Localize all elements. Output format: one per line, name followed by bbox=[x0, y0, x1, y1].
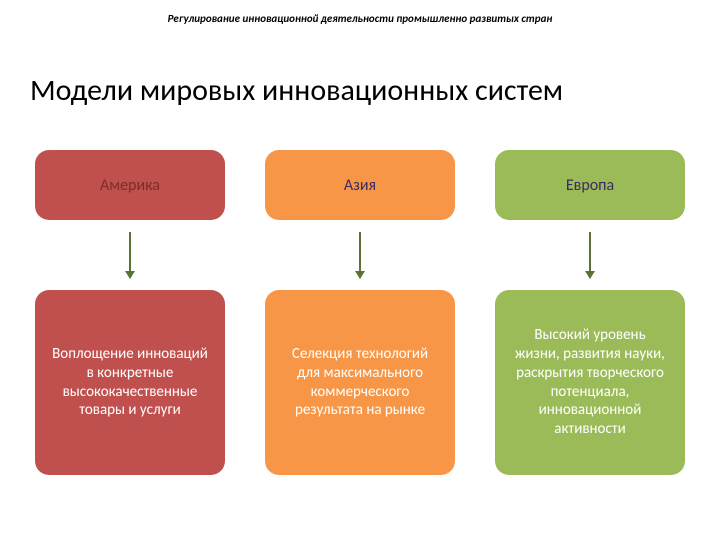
desc-box-europe: Высокий уровень жизни, развития науки, р… bbox=[495, 290, 685, 475]
column-europe: Европа Высокий уровень жизни, развития н… bbox=[495, 150, 685, 475]
header-box-asia: Азия bbox=[265, 150, 455, 220]
desc-box-asia: Селекция технологий для максимального ко… bbox=[265, 290, 455, 475]
arrow-icon bbox=[129, 232, 131, 278]
arrow-wrap bbox=[359, 220, 361, 290]
header-box-america: Америка bbox=[35, 150, 225, 220]
header-box-europe: Европа bbox=[495, 150, 685, 220]
slide-title: Модели мировых инновационных систем bbox=[30, 72, 563, 109]
arrow-icon bbox=[589, 232, 591, 278]
columns-container: Америка Воплощение инноваций в конкретны… bbox=[35, 150, 685, 475]
arrow-wrap bbox=[129, 220, 131, 290]
header-label: Америка bbox=[100, 176, 160, 195]
arrow-icon bbox=[359, 232, 361, 278]
desc-text: Воплощение инноваций в конкретные высоко… bbox=[51, 345, 209, 420]
header-label: Азия bbox=[344, 176, 376, 195]
slide-topic: Регулирование инновационной деятельности… bbox=[0, 12, 720, 25]
arrow-wrap bbox=[589, 220, 591, 290]
desc-text: Высокий уровень жизни, развития науки, р… bbox=[511, 326, 669, 439]
desc-box-america: Воплощение инноваций в конкретные высоко… bbox=[35, 290, 225, 475]
column-america: Америка Воплощение инноваций в конкретны… bbox=[35, 150, 225, 475]
header-label: Европа bbox=[566, 176, 614, 195]
column-asia: Азия Селекция технологий для максимально… bbox=[265, 150, 455, 475]
desc-text: Селекция технологий для максимального ко… bbox=[281, 345, 439, 420]
